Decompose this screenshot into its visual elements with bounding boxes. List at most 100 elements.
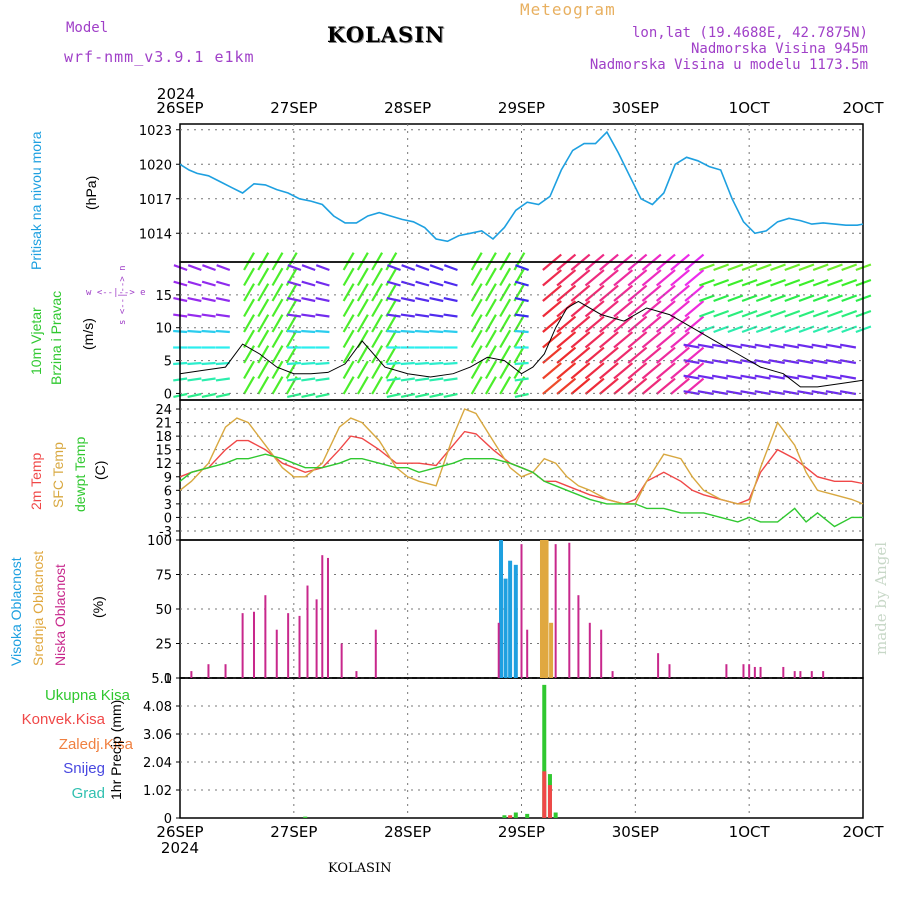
- wind-vector: [356, 298, 369, 318]
- wind-vector: [470, 314, 483, 333]
- lonlat-label: lon,lat (19.4688E, 42.7875N): [631, 25, 868, 41]
- wind-vector: [484, 376, 497, 395]
- wind-vector: [839, 343, 857, 349]
- time-label-bottom: 2OCT: [843, 823, 885, 841]
- y-tick-label: 1020: [139, 158, 172, 173]
- wind-vector: [812, 263, 829, 272]
- model-label: Model: [66, 20, 109, 36]
- wind-vector: [811, 374, 828, 380]
- wind-vector: [429, 392, 444, 398]
- wind-vector: [542, 315, 562, 333]
- wind-vector: [811, 359, 828, 365]
- wind-vector: [784, 294, 801, 303]
- wind-vector: [841, 294, 858, 303]
- y-tick-label: 9: [164, 471, 172, 486]
- wind-vector: [556, 269, 577, 287]
- cloud-bar: [657, 653, 660, 678]
- cloud-bar: [526, 629, 529, 678]
- wind-vector: [768, 343, 785, 349]
- wind-vector: [726, 343, 743, 349]
- wind-vector: [243, 345, 255, 364]
- wind-vector: [613, 315, 634, 333]
- model-name: wrf-nmm_v3.9.1 e1km: [64, 48, 255, 66]
- wind-vector: [286, 377, 302, 382]
- wind-vector: [684, 315, 705, 333]
- y-tick-label: -3: [159, 525, 172, 540]
- wind-vector: [841, 263, 858, 272]
- precip-label-conv: Konvek.Kisa: [21, 711, 105, 728]
- altitude-label: Nadmorska Visina 945m: [690, 41, 868, 57]
- wind-vector: [613, 331, 634, 349]
- wind-vector: [470, 283, 483, 302]
- cloud-bar: [539, 540, 544, 678]
- wind-vector: [741, 263, 758, 272]
- y-tick-label: 75: [155, 569, 172, 584]
- wind-vector: [443, 329, 458, 334]
- wind-vector: [798, 294, 815, 303]
- wind-vector: [271, 345, 284, 364]
- wind-vector: [570, 346, 591, 364]
- wind-vector: [768, 359, 785, 365]
- cloud-bar: [544, 540, 549, 678]
- wind-vector: [356, 314, 369, 333]
- wind-vector: [286, 329, 302, 334]
- wind-vector: [556, 331, 577, 349]
- wind-vector: [697, 359, 714, 365]
- wind-vector: [443, 264, 458, 272]
- cloud-bar: [340, 643, 343, 678]
- wind-vector: [599, 269, 619, 287]
- wind-vector: [356, 360, 369, 380]
- wind-vector: [499, 267, 512, 287]
- wind-vector: [315, 361, 330, 366]
- wind-vector: [443, 297, 458, 303]
- wind-vector: [215, 392, 231, 398]
- wind-vector: [215, 377, 230, 382]
- wind-vector: [698, 309, 715, 318]
- wind-vector: [841, 309, 858, 318]
- wind-vector: [386, 377, 401, 382]
- y-tick-label: 25: [155, 638, 172, 653]
- wind-vector: [542, 269, 562, 287]
- wind-vector: [301, 280, 316, 287]
- cloud-bar: [513, 564, 518, 678]
- wind-vector: [641, 346, 662, 364]
- wind-vector: [655, 377, 676, 395]
- cloud-bar: [306, 585, 309, 678]
- wind-vector: [599, 300, 619, 318]
- wind-vector: [387, 264, 401, 272]
- wind-vector: [414, 313, 430, 318]
- wind-vector: [655, 331, 676, 349]
- wind-vector: [470, 298, 483, 318]
- wind-vector: [683, 359, 700, 365]
- wind-vector: [713, 294, 730, 303]
- cloud-bar: [549, 622, 554, 678]
- y-tick-label: 0: [164, 672, 172, 687]
- wind-vector: [429, 329, 444, 334]
- wind-vector: [356, 345, 369, 364]
- wind-vector: [783, 374, 800, 380]
- wind-vector: [414, 329, 430, 334]
- page-title: KOLASIN: [327, 22, 446, 47]
- wind-vector: [187, 313, 202, 318]
- wind-vector: [570, 300, 591, 318]
- y-tick-label: 1014: [139, 227, 172, 242]
- wind-vector: [627, 300, 648, 318]
- wind-vector: [356, 376, 369, 395]
- wind-vector: [698, 263, 715, 272]
- wind-vector: [315, 392, 330, 398]
- wind-vector: [371, 298, 384, 318]
- wind-vector: [641, 269, 662, 287]
- wind-vector: [584, 362, 605, 380]
- cloud-bar: [753, 666, 756, 678]
- wind-vector: [257, 298, 270, 318]
- wind-vector: [839, 359, 857, 365]
- time-label-top: 26SEP: [156, 99, 203, 117]
- precip-label-frozen: Zaledj.Kisa: [58, 736, 133, 753]
- cloud-bar: [287, 613, 290, 678]
- cloud-bar: [799, 671, 802, 678]
- wind-vector: [484, 298, 497, 318]
- wind-vector: [683, 374, 700, 380]
- wind-vector: [754, 390, 771, 396]
- product-title: Meteogram: [520, 0, 616, 19]
